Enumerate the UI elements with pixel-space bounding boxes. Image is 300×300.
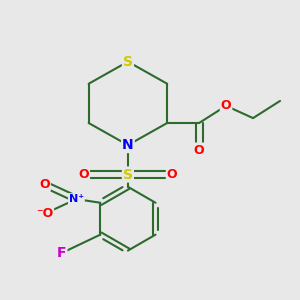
Text: O: O	[78, 168, 89, 181]
Text: O: O	[167, 168, 177, 181]
Text: S: S	[123, 55, 133, 69]
Text: S: S	[123, 167, 133, 182]
Text: O: O	[39, 178, 50, 191]
Text: N⁺: N⁺	[69, 194, 84, 204]
Text: N: N	[122, 138, 134, 152]
Text: ⁻O: ⁻O	[36, 207, 53, 220]
Text: F: F	[57, 246, 66, 260]
Text: O: O	[221, 99, 231, 112]
Text: O: O	[194, 143, 204, 157]
